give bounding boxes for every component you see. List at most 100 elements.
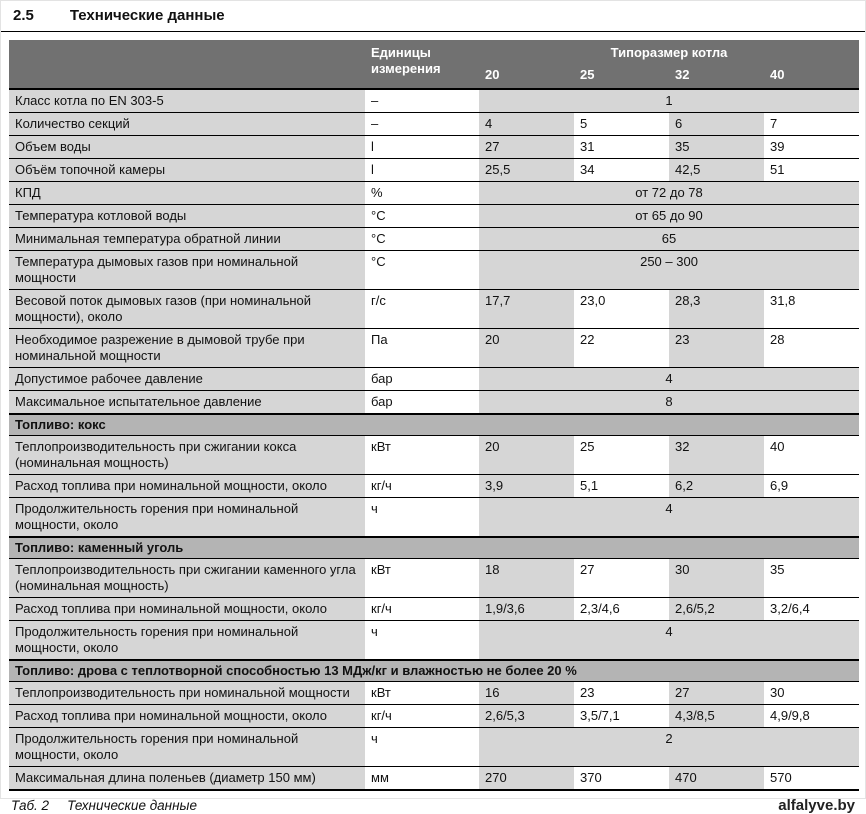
header-size-20: 20 — [479, 64, 574, 89]
value-cell: 42,5 — [669, 158, 764, 182]
table-caption: Таб. 2 Технические данные — [11, 798, 197, 813]
table-row: Теплопроизводительность при номинальной … — [9, 681, 860, 705]
value-cell: 27 — [669, 681, 764, 705]
param-label-cell: Объем воды — [9, 135, 365, 159]
unit-cell: кВт — [365, 558, 479, 598]
value-cell: 31,8 — [764, 289, 860, 329]
value-span-cell: 1 — [479, 88, 860, 113]
value-cell: 30 — [764, 681, 860, 705]
unit-cell: °C — [365, 227, 479, 251]
table-row: Температура дымовых газов при номинально… — [9, 250, 860, 290]
param-label-cell: Теплопроизводительность при сжигании кам… — [9, 558, 365, 598]
section-title: Технические данные — [69, 7, 225, 24]
value-cell: 28,3 — [669, 289, 764, 329]
table-footer: Таб. 2 Технические данные alfalyve.by — [9, 797, 857, 814]
value-cell: 23 — [574, 681, 669, 705]
value-cell: 7 — [764, 112, 860, 136]
value-span-cell: 4 — [479, 367, 860, 391]
value-cell: 470 — [669, 766, 764, 790]
value-cell: 1,9/3,6 — [479, 597, 574, 621]
value-cell: 6,2 — [669, 474, 764, 498]
section-row: Топливо: кокс — [9, 413, 860, 436]
table-row: Объём топочной камеры l 25,5 34 42,5 51 — [9, 158, 860, 182]
unit-cell: l — [365, 158, 479, 182]
section-row: Топливо: дрова с теплотворной способност… — [9, 659, 860, 682]
table-row: Класс котла по EN 303-5–1 — [9, 88, 860, 113]
table-row: Минимальная температура обратной линии °C… — [9, 227, 860, 251]
header-size-32: 32 — [669, 64, 764, 89]
caption-label: Таб. 2 — [11, 798, 50, 813]
table-row: Весовой поток дымовых газов (при номинал… — [9, 289, 860, 329]
value-cell: 20 — [479, 328, 574, 368]
table-body: Класс котла по EN 303-5–1 Количество секц… — [9, 88, 860, 790]
header-group-cell: Типоразмер котла — [479, 40, 860, 64]
section-row: Топливо: каменный уголь — [9, 536, 860, 559]
value-span-cell: 4 — [479, 620, 860, 660]
unit-cell: кг/ч — [365, 597, 479, 621]
table-row: Максимальное испытательное давление бар 8 — [9, 390, 860, 414]
param-label-cell: Теплопроизводительность при сжигании кок… — [9, 435, 365, 475]
value-cell: 5,1 — [574, 474, 669, 498]
table-row: Максимальная длина поленьев (диаметр 150… — [9, 766, 860, 790]
param-label-cell: Объём топочной камеры — [9, 158, 365, 182]
value-cell: 570 — [764, 766, 860, 790]
param-label-cell: Теплопроизводительность при номинальной … — [9, 681, 365, 705]
value-cell: 4,9/9,8 — [764, 704, 860, 728]
value-cell: 4,3/8,5 — [669, 704, 764, 728]
section-header-cell: Топливо: кокс — [9, 413, 860, 436]
header-empty-cell — [9, 40, 365, 89]
unit-cell: ч — [365, 727, 479, 767]
value-cell: 30 — [669, 558, 764, 598]
unit-cell: бар — [365, 367, 479, 391]
table-row: Продолжительность горения при номинально… — [9, 497, 860, 537]
header-size-40: 40 — [764, 64, 860, 89]
value-cell: 25 — [574, 435, 669, 475]
technical-data-table: Единицы измерения Типоразмер котла 20 25… — [9, 40, 860, 791]
unit-cell: °C — [365, 204, 479, 228]
value-cell: 16 — [479, 681, 574, 705]
param-label-cell: Количество секций — [9, 112, 365, 136]
param-label-cell: Весовой поток дымовых газов (при номинал… — [9, 289, 365, 329]
table-row: Теплопроизводительность при сжигании кам… — [9, 558, 860, 598]
value-cell: 6 — [669, 112, 764, 136]
value-span-cell: 8 — [479, 390, 860, 414]
value-cell: 25,5 — [479, 158, 574, 182]
unit-cell: ч — [365, 497, 479, 537]
value-cell: 2,6/5,2 — [669, 597, 764, 621]
unit-cell: % — [365, 181, 479, 205]
value-span-cell: 2 — [479, 727, 860, 767]
unit-cell: °C — [365, 250, 479, 290]
param-label-cell: Продолжительность горения при номинально… — [9, 620, 365, 660]
value-cell: 3,2/6,4 — [764, 597, 860, 621]
header-units-cell: Единицы измерения — [365, 40, 479, 89]
param-label-cell: Минимальная температура обратной линии — [9, 227, 365, 251]
watermark-text: alfalyve.by — [778, 797, 855, 814]
value-cell: 4 — [479, 112, 574, 136]
param-label-cell: Продолжительность горения при номинально… — [9, 497, 365, 537]
param-label-cell: КПД — [9, 181, 365, 205]
value-cell: 5 — [574, 112, 669, 136]
section-number: 2.5 — [13, 7, 34, 24]
param-label-cell: Максимальная длина поленьев (диаметр 150… — [9, 766, 365, 790]
table-row: КПД% от 72 до 78 — [9, 181, 860, 205]
table-row: Расход топлива при номинальной мощности,… — [9, 474, 860, 498]
value-cell: 28 — [764, 328, 860, 368]
caption-text: Технические данные — [67, 798, 197, 813]
value-cell: 20 — [479, 435, 574, 475]
unit-cell: Па — [365, 328, 479, 368]
value-cell: 51 — [764, 158, 860, 182]
table-row: Продолжительность горения при номинально… — [9, 727, 860, 767]
param-label-cell: Продолжительность горения при номинально… — [9, 727, 365, 767]
table-row: Допустимое рабочее давление бар 4 — [9, 367, 860, 391]
value-cell: 27 — [574, 558, 669, 598]
value-cell: 22 — [574, 328, 669, 368]
unit-cell: – — [365, 112, 479, 136]
value-cell: 2,3/4,6 — [574, 597, 669, 621]
value-cell: 23,0 — [574, 289, 669, 329]
value-cell: 2,6/5,3 — [479, 704, 574, 728]
value-cell: 3,9 — [479, 474, 574, 498]
section-header-cell: Топливо: каменный уголь — [9, 536, 860, 559]
param-label-cell: Температура дымовых газов при номинально… — [9, 250, 365, 290]
page-title: 2.5 Технические данные — [1, 1, 865, 32]
